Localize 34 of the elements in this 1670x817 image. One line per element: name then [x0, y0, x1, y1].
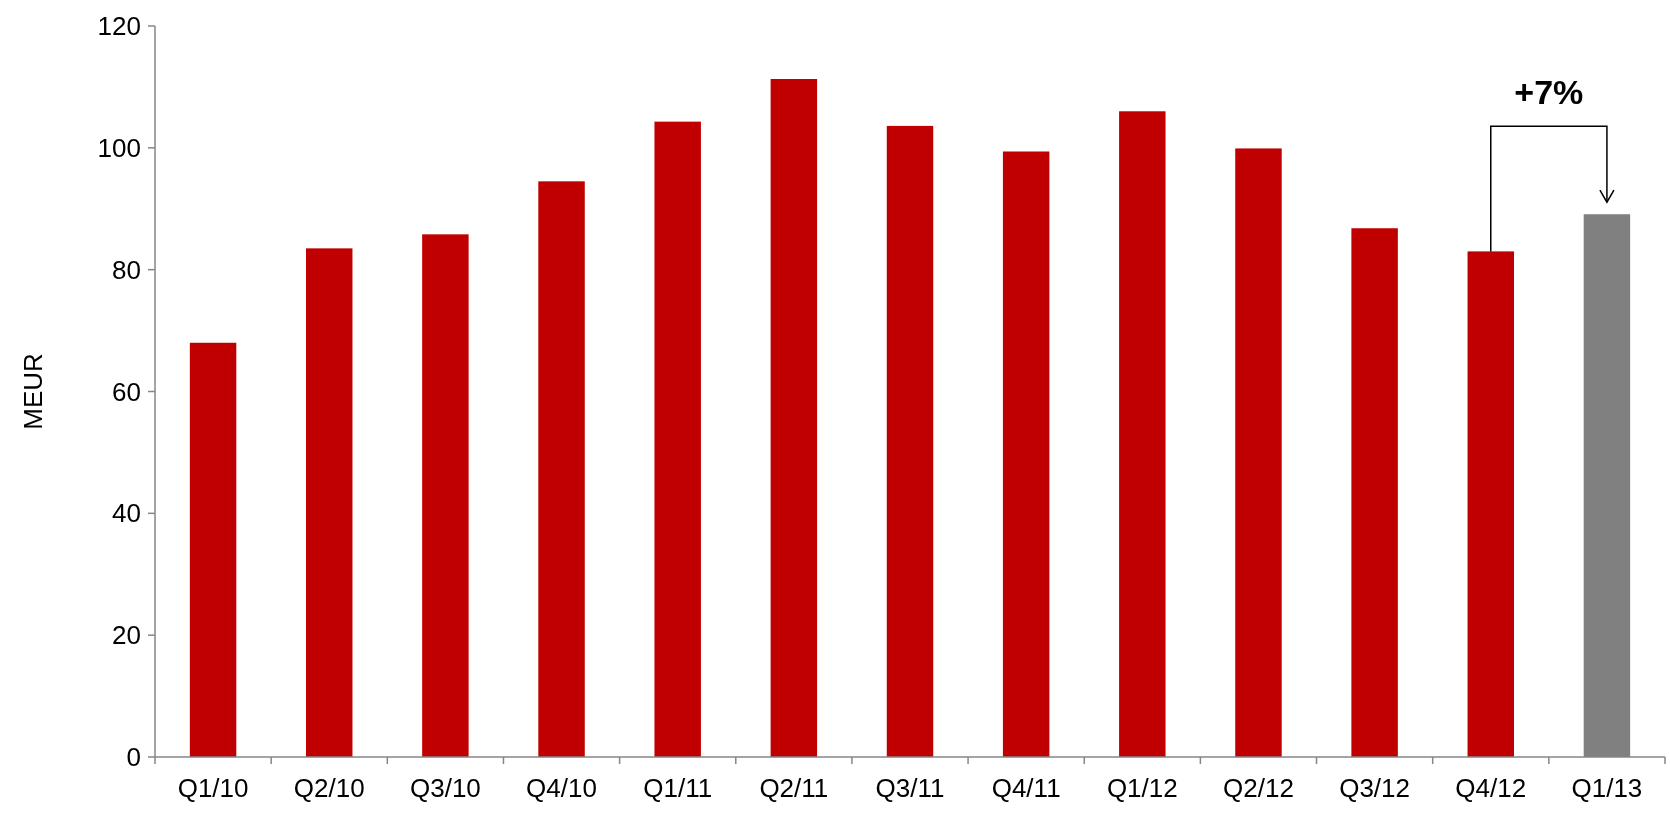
- x-tick-label: Q4/11: [991, 773, 1061, 803]
- bar: [1467, 251, 1514, 757]
- y-tick-label: 80: [112, 254, 141, 285]
- x-tick-label: Q1/13: [1571, 773, 1643, 803]
- bar: [189, 342, 237, 757]
- x-tick-label: Q2/11: [759, 773, 829, 803]
- bar: [1351, 228, 1398, 757]
- y-tick-label: 0: [126, 742, 141, 773]
- x-tick-label: Q3/12: [1339, 773, 1411, 803]
- bar: [1002, 151, 1050, 757]
- y-tick-label: 60: [112, 376, 141, 407]
- y-tick-label: 120: [97, 11, 141, 42]
- y-tick-label: 40: [112, 498, 141, 529]
- x-tick-label: Q4/10: [526, 773, 597, 803]
- x-tick-label: Q2/12: [1223, 773, 1294, 803]
- bar: [1235, 148, 1282, 757]
- y-axis-title: MEUR: [18, 353, 48, 430]
- x-tick-label: Q4/12: [1455, 773, 1527, 803]
- x-tick-label: Q3/11: [875, 773, 945, 803]
- bar: [886, 125, 934, 757]
- annotation: +7%: [1514, 73, 1584, 112]
- x-tick-label: Q1/12: [1106, 773, 1178, 803]
- x-tick-label: Q1/11: [643, 773, 713, 803]
- bar: [306, 248, 353, 757]
- bar: [770, 79, 818, 757]
- x-tick-label: Q2/10: [293, 773, 365, 803]
- x-tick-label: Q1/10: [177, 773, 249, 803]
- y-tick-label: 100: [97, 132, 141, 163]
- bar: [1119, 111, 1166, 757]
- y-tick-label: 20: [112, 620, 141, 651]
- x-tick-label: Q3/10: [409, 773, 481, 803]
- bar: [654, 121, 701, 757]
- bar: [538, 181, 585, 757]
- bar: [422, 234, 469, 757]
